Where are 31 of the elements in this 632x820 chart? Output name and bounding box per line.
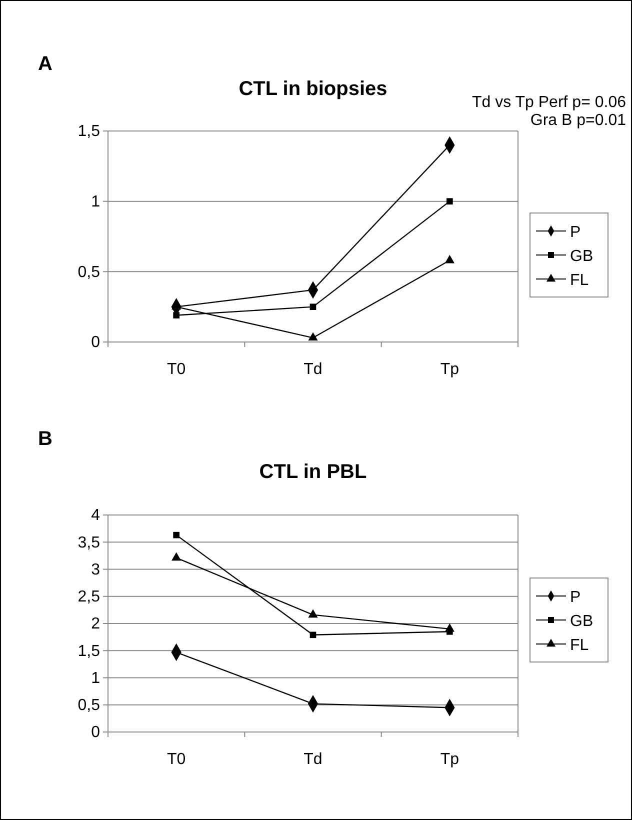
text: Td vs Tp Perf p= 0.06	[472, 94, 626, 111]
y-tick-label: 1,5	[78, 123, 100, 140]
x-tick-label: Tp	[440, 361, 460, 378]
legend-label: FL	[570, 637, 589, 654]
y-tick-label: 4	[91, 507, 100, 524]
y-tick-label: 1	[91, 193, 100, 210]
chart-title: CTL in PBL	[259, 461, 367, 483]
y-tick-label: 0	[91, 334, 100, 352]
legend-label: P	[570, 589, 581, 606]
legend-label: GB	[570, 613, 594, 630]
y-tick-label: 0,5	[78, 264, 100, 281]
y-tick-label: 3	[91, 561, 100, 578]
y-tick-label: 1,5	[78, 642, 100, 660]
y-tick-label: 3,5	[78, 534, 100, 552]
y-tick-label: 2	[91, 616, 100, 633]
x-tick-label: Tp	[440, 751, 460, 768]
chart-title: CTL in biopsies	[238, 78, 388, 100]
y-tick-label: 0,5	[78, 696, 100, 714]
legend-label: GB	[570, 248, 594, 265]
legend-label: P	[570, 224, 581, 241]
x-tick-label: Td	[304, 361, 322, 378]
text: A	[38, 53, 52, 75]
y-tick-label: 0	[91, 724, 100, 742]
y-tick-label: 1	[91, 670, 100, 687]
legend-label: FL	[570, 272, 589, 289]
text: Gra B p=0.01	[530, 112, 626, 129]
x-tick-label: T0	[166, 361, 186, 378]
text: B	[38, 428, 52, 450]
x-tick-label: T0	[166, 751, 186, 768]
x-tick-label: Td	[304, 751, 322, 768]
y-tick-label: 2,5	[78, 588, 100, 606]
